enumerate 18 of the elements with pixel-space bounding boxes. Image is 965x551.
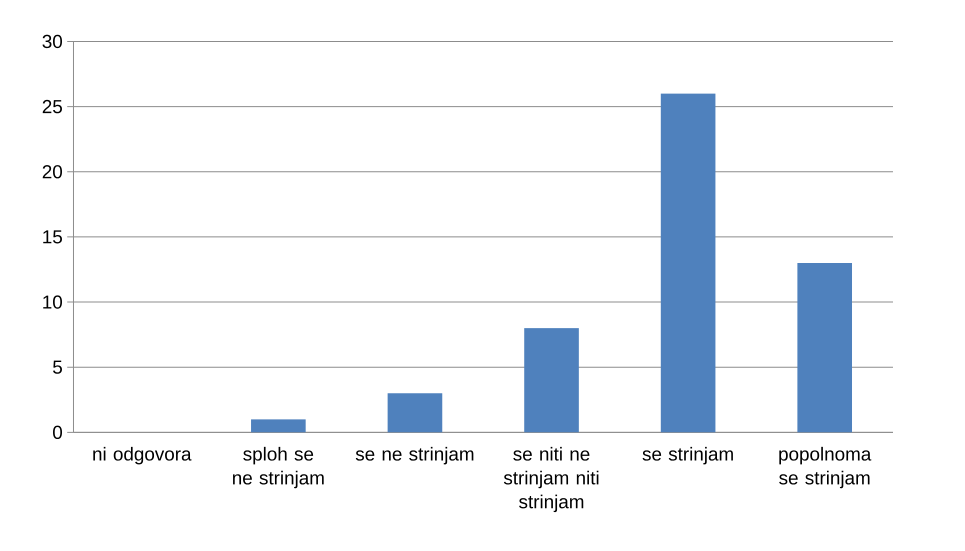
x-tick-label: sploh se ne strinjam [233, 446, 324, 488]
bar [797, 262, 852, 432]
bar [251, 419, 306, 432]
y-tick-label: 15 [43, 230, 62, 244]
bar [524, 328, 579, 432]
bar [660, 94, 716, 432]
y-tick-label: 25 [42, 100, 62, 114]
x-tick-label: se ne strinjam [356, 446, 474, 464]
x-tick-label: popolnoma se strinjam [779, 446, 872, 488]
y-tick-label: 30 [42, 34, 62, 48]
x-tick-label: se niti ne strinjam niti strinjam [504, 446, 598, 512]
x-tick-label: se strinjam [642, 446, 733, 464]
bar [388, 393, 442, 432]
x-tick-label: ni odgovora [93, 446, 192, 464]
y-tick-label: 5 [53, 360, 62, 374]
y-tick-label: 0 [53, 426, 62, 440]
y-tick-label: 20 [42, 165, 62, 178]
y-tick-label: 10 [43, 295, 62, 309]
